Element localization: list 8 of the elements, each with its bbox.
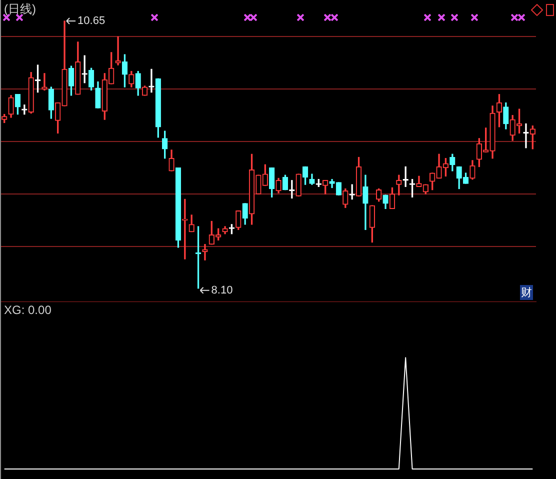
candlestick [42,73,48,91]
annotation: 8.10 [211,284,233,296]
chart-title: (日线) [4,1,36,18]
chart-title: XG: 0.00 [4,303,52,317]
candlestick [148,68,154,93]
candlestick [202,244,208,260]
annotation: 财 [520,285,533,300]
annotation: 10.65 [78,15,106,28]
